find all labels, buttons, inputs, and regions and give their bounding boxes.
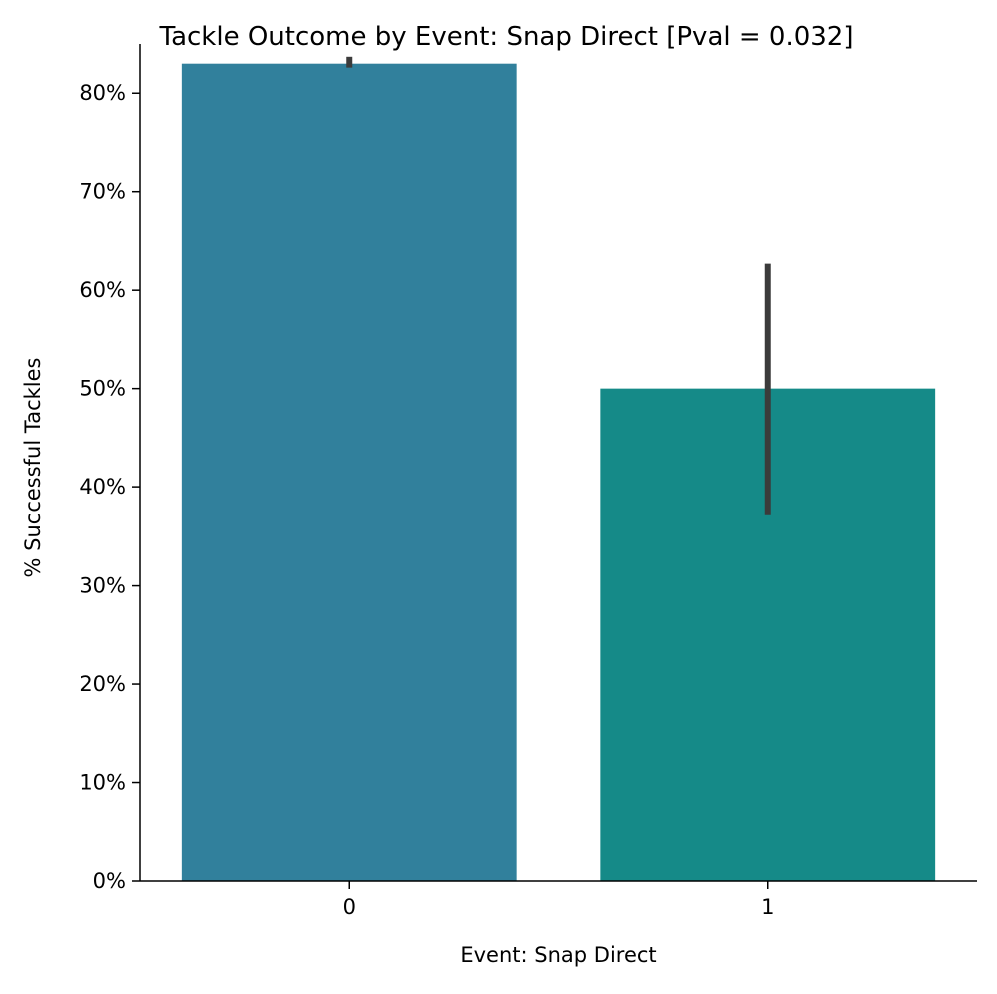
bar-0 — [181, 63, 517, 882]
chart-title: Tackle Outcome by Event: Snap Direct [Pv… — [159, 22, 854, 52]
x-tick-label: 1 — [761, 895, 774, 919]
y-tick-label: 70% — [79, 180, 126, 204]
y-tick-label: 50% — [79, 377, 126, 401]
y-tick-label: 20% — [79, 672, 126, 696]
y-ticks-group: 0% 10% 20% 30% 40% 50% 60% 70% 80% — [79, 81, 140, 893]
x-axis-label: Event: Snap Direct — [460, 943, 656, 967]
bars-group — [181, 63, 936, 882]
y-tick-label: 80% — [79, 81, 126, 105]
y-tick-label: 30% — [79, 574, 126, 598]
errorbars-group — [346, 56, 771, 515]
y-axis-label: % Successful Tackles — [21, 358, 45, 578]
y-tick-label: 0% — [93, 869, 126, 893]
y-tick-label: 60% — [79, 278, 126, 302]
y-tick-label: 10% — [79, 771, 126, 795]
x-tick-label: 0 — [343, 895, 356, 919]
y-tick-label: 40% — [79, 475, 126, 499]
